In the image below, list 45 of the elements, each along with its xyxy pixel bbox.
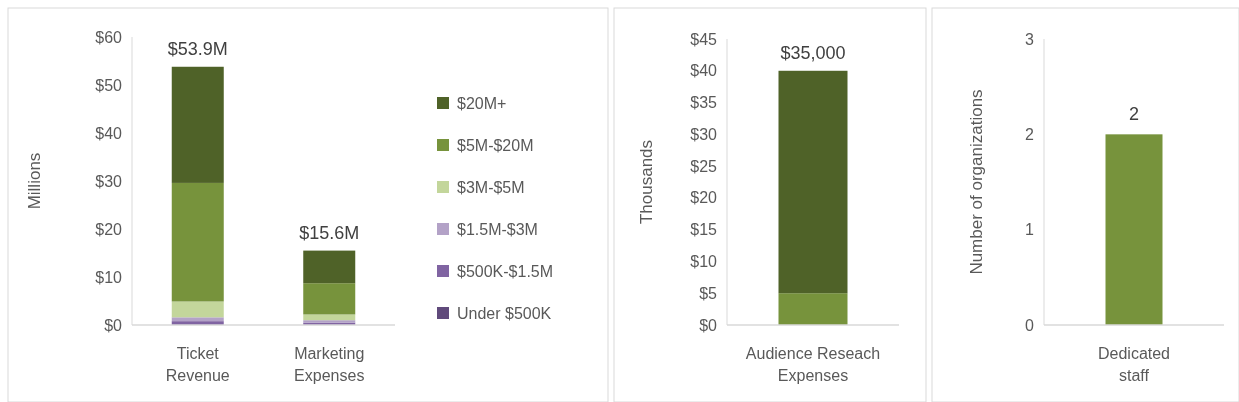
y-axis-title: Millions: [25, 152, 44, 210]
legend-label: $1.5M-$3M: [457, 220, 538, 238]
bar: [171, 317, 224, 322]
y-tick-label: $5: [699, 284, 718, 302]
bar: [303, 283, 356, 315]
y-tick-label: $10: [690, 253, 718, 271]
x-tick-label: Dedicated staff: [1097, 345, 1171, 384]
bar: [171, 301, 224, 318]
y-tick-label: 3: [1025, 30, 1035, 48]
y-tick-label: $35: [690, 94, 718, 112]
x-tick-label: Ticket Revenue: [165, 345, 230, 384]
y-tick-label: $40: [690, 62, 718, 80]
legend-label: $3M-$5M: [457, 178, 525, 196]
y-axis-title: Thousands: [637, 139, 656, 225]
y-tick-label: $20: [95, 220, 123, 238]
y-tick-label: 1: [1025, 221, 1035, 239]
y-tick-label: $45: [690, 30, 718, 48]
annotation: $35,000: [780, 42, 846, 63]
y-tick-label: $30: [95, 172, 123, 190]
total-label: $15.6M: [299, 222, 360, 243]
x-tick-label: Marketing Expenses: [294, 345, 365, 384]
bar: [303, 250, 356, 284]
y-tick-label: $10: [95, 268, 123, 286]
y-tick-label: $30: [690, 125, 718, 143]
legend-label: Under $500K: [457, 304, 552, 322]
bar: [171, 182, 224, 302]
legend-label: $500K-$1.5M: [457, 262, 554, 280]
y-axis-title: Number of organizations: [967, 89, 986, 275]
y-tick-label: $15: [690, 221, 718, 239]
legend-label: $20M+: [457, 94, 507, 112]
data-label: 2: [1128, 104, 1140, 125]
total-label: $53.9M: [167, 38, 228, 59]
y-tick-label: $0: [104, 316, 123, 334]
y-tick-label: 2: [1025, 125, 1035, 143]
x-tick-label: Audience Reseach Expenses: [745, 345, 881, 384]
y-tick-label: $20: [690, 189, 718, 207]
y-tick-label: $60: [95, 28, 123, 46]
y-tick-label: 0: [1025, 316, 1035, 334]
y-tick-label: $25: [690, 157, 718, 175]
y-tick-label: $0: [699, 316, 718, 334]
y-tick-label: $50: [95, 76, 123, 94]
bar: [303, 314, 356, 321]
y-tick-label: $40: [95, 124, 123, 142]
bar: [171, 66, 224, 183]
legend-label: $5M-$20M: [457, 136, 534, 154]
